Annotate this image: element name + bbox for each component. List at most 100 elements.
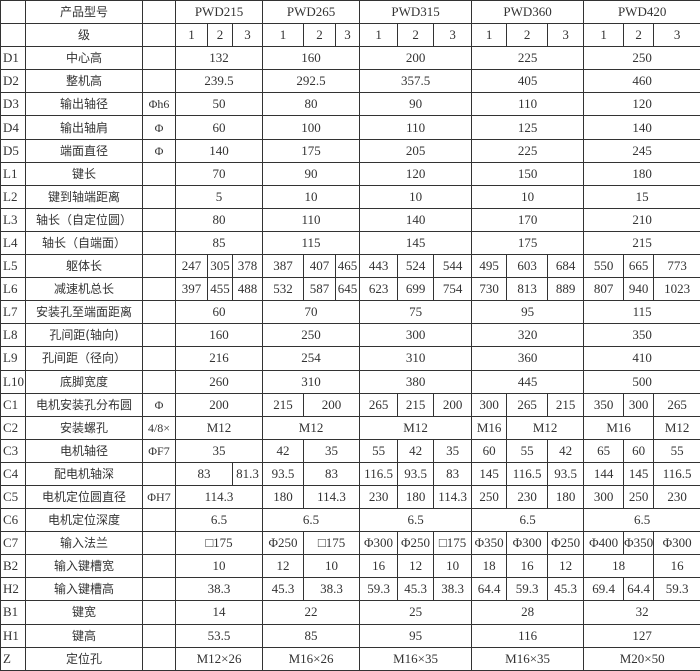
value-cell: 69.4: [583, 577, 625, 602]
stage-label: 级: [25, 23, 143, 48]
stage-header: 3: [547, 23, 585, 48]
row-name: 电机定位圆直径: [25, 484, 143, 510]
row-code: L10: [0, 369, 26, 394]
row-symbol: [142, 161, 176, 186]
row-name: 输出轴肩: [25, 115, 143, 140]
value-cell: 357.5: [359, 69, 473, 94]
value-cell: 16: [359, 554, 399, 579]
value-cell: 603: [506, 254, 549, 279]
row-name: 键高: [25, 623, 143, 648]
table-row: L7 安装孔至端面距离 60 70 75 95 115: [0, 300, 700, 325]
row-symbol: [142, 230, 176, 256]
row-symbol: [142, 46, 176, 71]
row-symbol: [142, 346, 176, 371]
value-cell: 81.3: [231, 461, 264, 486]
value-cell: 32: [583, 600, 700, 625]
value-cell: 90: [262, 161, 361, 186]
table-row: D4 输出轴肩 Φ 60 100 110 125 140: [0, 115, 700, 140]
value-cell: Φ250: [397, 531, 435, 556]
value-cell: 378: [231, 254, 264, 279]
row-symbol: [142, 531, 176, 556]
value-cell: 150: [471, 161, 585, 186]
value-cell: Φ300: [653, 531, 700, 556]
table-row: C1 电机安装孔分布圆 Φ 200 215 200 265 215 200 300 265 215 35…: [0, 392, 700, 417]
value-cell: 587: [303, 277, 337, 302]
value-cell: 175: [471, 230, 585, 256]
value-cell: 250: [471, 484, 508, 510]
value-cell: 813: [506, 277, 549, 302]
value-cell: 250: [623, 484, 655, 510]
value-cell: 70: [174, 161, 264, 186]
row-symbol: [142, 207, 176, 232]
row-name: 电机轴径: [25, 438, 143, 463]
value-cell: Φ300: [506, 531, 549, 556]
row-symbol: 4/8×: [142, 415, 176, 440]
value-cell: 110: [471, 92, 585, 117]
empty-cell: [142, 0, 176, 25]
value-cell: 225: [471, 46, 585, 71]
row-name: 孔间距（径向）: [25, 346, 143, 371]
row-code: D4: [0, 115, 26, 140]
value-cell: 12: [547, 554, 585, 579]
value-cell: Φ250: [262, 531, 305, 556]
value-cell: 12: [397, 554, 435, 579]
row-symbol: Φ: [142, 392, 176, 417]
value-cell: 455: [207, 277, 233, 302]
value-cell: 38.3: [433, 577, 473, 602]
value-cell: 60: [623, 438, 655, 463]
value-cell: 6.5: [359, 508, 473, 533]
table-row: L4 轴长（自端面） 85 115 145 175 215: [0, 230, 700, 256]
table-row: C5 电机定位圆直径 ΦH7 114.3 180 114.3 230 180 114.3 250 2…: [0, 484, 700, 510]
value-cell: 75: [359, 300, 473, 325]
value-cell: 100: [262, 115, 361, 140]
row-code: L8: [0, 323, 26, 348]
value-cell: 216: [174, 346, 264, 371]
value-cell: 55: [359, 438, 399, 463]
value-cell: 59.3: [653, 577, 700, 602]
value-cell: 215: [397, 392, 435, 417]
value-cell: 59.3: [359, 577, 399, 602]
value-cell: 350: [583, 323, 700, 348]
row-code: C4: [0, 461, 26, 486]
value-cell: □175: [303, 531, 361, 556]
value-cell: Φ400: [583, 531, 625, 556]
stage-header: 2: [397, 23, 435, 48]
value-cell: 60: [174, 115, 264, 140]
value-cell: M16×26: [262, 646, 361, 671]
stage-header: 3: [335, 23, 361, 48]
row-symbol: ΦH7: [142, 484, 176, 510]
row-name: 键长: [25, 161, 143, 186]
table-row: C7 输入法兰 □175 Φ250 □175 Φ300 Φ250 □175 Φ350 Φ300 Φ2…: [0, 531, 700, 556]
value-cell: 544: [433, 254, 473, 279]
value-cell: 114.3: [303, 484, 361, 510]
row-symbol: Φ: [142, 115, 176, 140]
value-cell: M16: [583, 415, 655, 440]
value-cell: 200: [433, 392, 473, 417]
row-name: 躯体长: [25, 254, 143, 279]
value-cell: 300: [583, 484, 625, 510]
table-row: D5 端面直径 Φ 140 175 205 225 245: [0, 138, 700, 163]
value-cell: 42: [547, 438, 585, 463]
value-cell: 38.3: [174, 577, 264, 602]
row-name: 电机定位深度: [25, 508, 143, 533]
value-cell: 260: [174, 369, 264, 394]
model-header: PWD360: [471, 0, 585, 25]
value-cell: 807: [583, 277, 625, 302]
row-code: D2: [0, 69, 26, 94]
value-cell: 665: [623, 254, 655, 279]
model-label: 产品型号: [25, 0, 143, 25]
table-row: L6 减速机总长 397 455 488 532 587 645 623 699 754 730 813…: [0, 277, 700, 302]
value-cell: M12: [262, 415, 361, 440]
value-cell: 225: [471, 138, 585, 163]
value-cell: 6.5: [174, 508, 264, 533]
table-row: L1 键长 70 90 120 150 180: [0, 161, 700, 186]
value-cell: 120: [583, 92, 700, 117]
value-cell: 70: [262, 300, 361, 325]
row-code: H1: [0, 623, 26, 648]
value-cell: 940: [623, 277, 655, 302]
value-cell: 45.3: [397, 577, 435, 602]
value-cell: 59.3: [506, 577, 549, 602]
value-cell: 443: [359, 254, 399, 279]
value-cell: 50: [174, 92, 264, 117]
